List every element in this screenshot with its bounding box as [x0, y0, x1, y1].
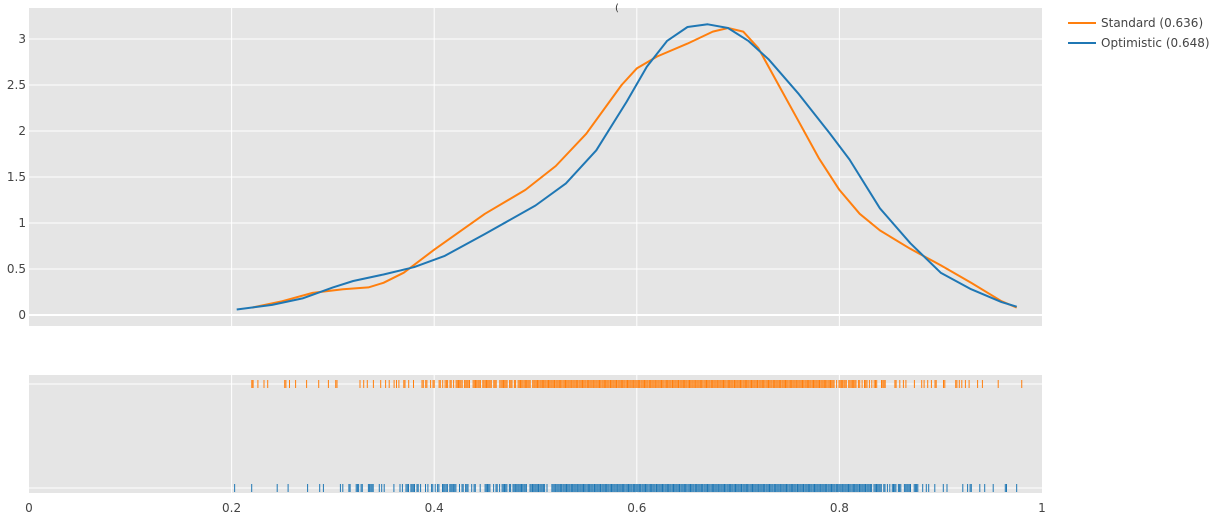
legend[interactable]: Standard (0.636) Optimistic (0.648) — [1068, 16, 1210, 50]
rug-series — [234, 380, 1023, 492]
y-tick-label: 1.5 — [7, 170, 26, 184]
density-line — [236, 23, 1017, 311]
y-tick-label: 0 — [18, 308, 26, 322]
x-tick-label: 0.8 — [830, 501, 849, 515]
x-tick-label: 0.2 — [222, 501, 241, 515]
legend-item[interactable]: Optimistic (0.648) — [1068, 36, 1210, 50]
y-tick-label: 2 — [18, 124, 26, 138]
x-axis-ticks: 0 0.2 0.4 0.6 0.8 1 — [25, 501, 1046, 515]
x-tick-label: 0 — [25, 501, 33, 515]
density-plot-area — [29, 8, 1042, 326]
y-tick-label: 0.5 — [7, 262, 26, 276]
y-tick-label: 3 — [18, 32, 26, 46]
y-tick-label: 2.5 — [7, 78, 26, 92]
legend-item[interactable]: Standard (0.636) — [1068, 16, 1203, 30]
density-series — [236, 23, 1018, 311]
x-tick-label: 0.6 — [627, 501, 646, 515]
rug-plot-area — [29, 375, 1042, 493]
x-tick-label: 0.4 — [425, 501, 444, 515]
legend-label: Standard (0.636) — [1101, 16, 1203, 30]
legend-label: Optimistic (0.648) — [1101, 36, 1210, 50]
density-gridlines — [29, 8, 1042, 326]
y-tick-label: 1 — [18, 216, 26, 230]
y-axis-ticks: 0 0.5 1 1.5 2 2.5 3 — [7, 32, 26, 322]
title-glyph: ( — [615, 3, 619, 14]
x-tick-label: 1 — [1038, 501, 1046, 515]
density-line — [251, 27, 1018, 309]
